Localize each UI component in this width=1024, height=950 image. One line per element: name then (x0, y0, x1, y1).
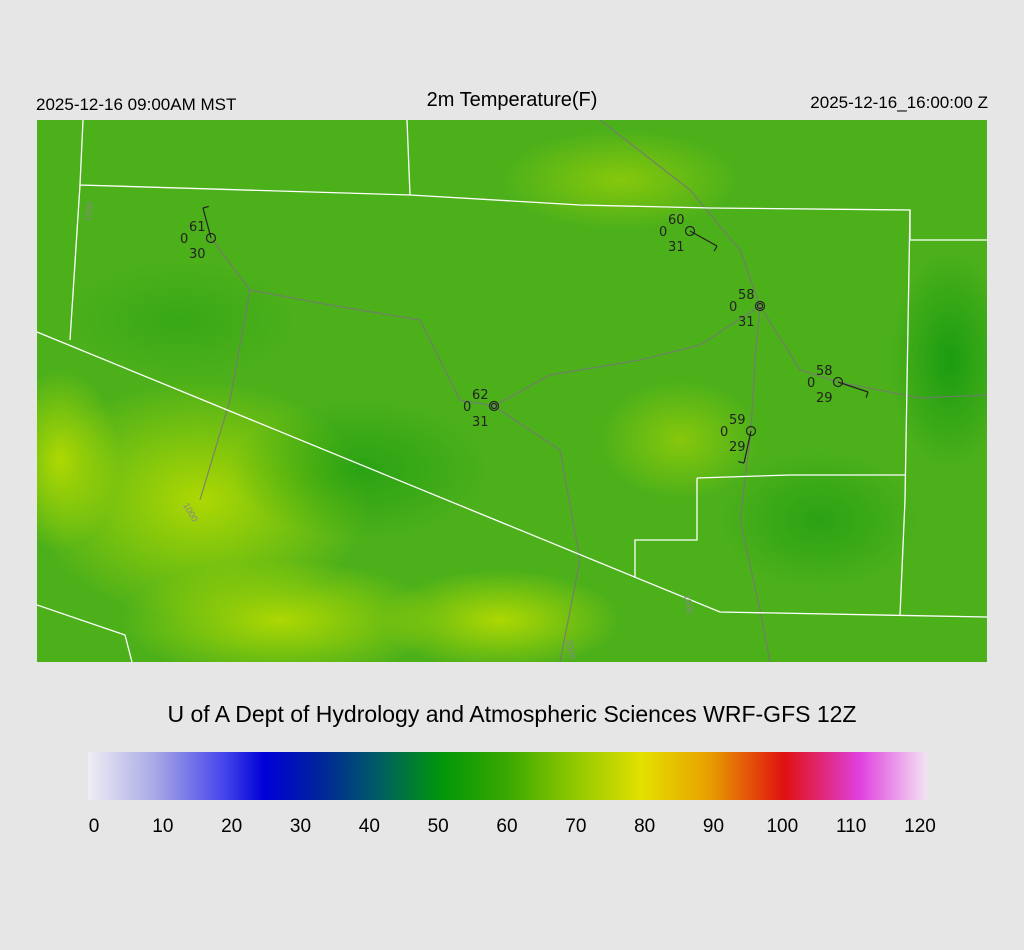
station-dewpoint: 29 (816, 391, 833, 406)
station-circle (684, 225, 696, 237)
map: 1000 1000 3000 1000 61030600315803158029… (37, 120, 987, 662)
wind-barb (837, 381, 869, 393)
station-temp: 58 (738, 288, 755, 303)
barb-flag (865, 391, 869, 398)
colorbar-tick-label: 70 (565, 816, 586, 837)
calm-ring (756, 302, 764, 310)
station-temp: 61 (189, 220, 206, 235)
warm-area (120, 560, 440, 662)
calm-ring (490, 402, 498, 410)
station-dewpoint: 31 (738, 315, 755, 330)
station-temp: 59 (729, 413, 746, 428)
station-dewpoint: 31 (668, 240, 685, 255)
map-title: 2m Temperature(F) (427, 89, 598, 111)
colorbar-tick-label: 100 (766, 816, 798, 837)
cool-area (890, 250, 987, 470)
boundaries (37, 120, 987, 662)
station-temp: 60 (668, 213, 685, 228)
colorbar-tick-label: 0 (89, 816, 100, 837)
warm-area (37, 370, 120, 550)
station-circle (205, 232, 217, 244)
station-left: 0 (180, 232, 188, 247)
station-dewpoint: 30 (189, 247, 206, 262)
station-left: 0 (463, 400, 471, 415)
barb-flag (713, 245, 718, 252)
station-left: 0 (807, 376, 815, 391)
roads (199, 120, 987, 662)
station-circle (832, 376, 844, 388)
colorbar-tick-label: 60 (496, 816, 517, 837)
colorbar-tick-label: 20 (221, 816, 242, 837)
credit: U of A Dept of Hydrology and Atmospheric… (167, 701, 856, 727)
wind-barb (743, 430, 752, 464)
colorbar-ticks: 0 10 20 30 40 50 60 70 80 90 100 110 120 (89, 816, 936, 837)
colorbar-tick-label: 40 (359, 816, 380, 837)
valid-time-local: 2025-12-16 09:00AM MST (36, 95, 236, 114)
cool-area (230, 400, 490, 540)
station-left: 0 (729, 300, 737, 315)
warm-area (500, 130, 740, 230)
colorbar-tick-label: 80 (634, 816, 655, 837)
colorbar-tick-label: 30 (290, 816, 311, 837)
colorbar-tick-label: 90 (703, 816, 724, 837)
wind-barb (689, 230, 718, 247)
colorbar-tick-label: 10 (152, 816, 173, 837)
station-dewpoint: 29 (729, 440, 746, 455)
cool-area (60, 260, 300, 380)
station-left: 0 (720, 425, 728, 440)
contour-label: 1000 (82, 201, 95, 222)
valid-time-utc: 2025-12-16_16:00:00 Z (810, 93, 988, 112)
colorbar-tick-label: 120 (904, 816, 936, 837)
contour-label: 1000 (682, 594, 695, 615)
barb-flag (738, 461, 745, 464)
station-circle (488, 400, 500, 412)
colorbar-tick-label: 50 (428, 816, 449, 837)
warm-area (380, 570, 620, 662)
colorbar-tick-label: 110 (836, 816, 866, 837)
station-circle (745, 425, 757, 437)
station-temp: 62 (472, 388, 489, 403)
station-temp: 58 (816, 364, 833, 379)
station-dewpoint: 31 (472, 415, 489, 430)
barb-flag (202, 205, 209, 209)
colorbar (88, 752, 927, 800)
wind-barb (202, 207, 212, 239)
cool-area (720, 450, 920, 590)
station-circle (754, 300, 766, 312)
warm-area (600, 380, 760, 500)
station-left: 0 (659, 225, 667, 240)
contour-label: 3000 (564, 639, 577, 660)
